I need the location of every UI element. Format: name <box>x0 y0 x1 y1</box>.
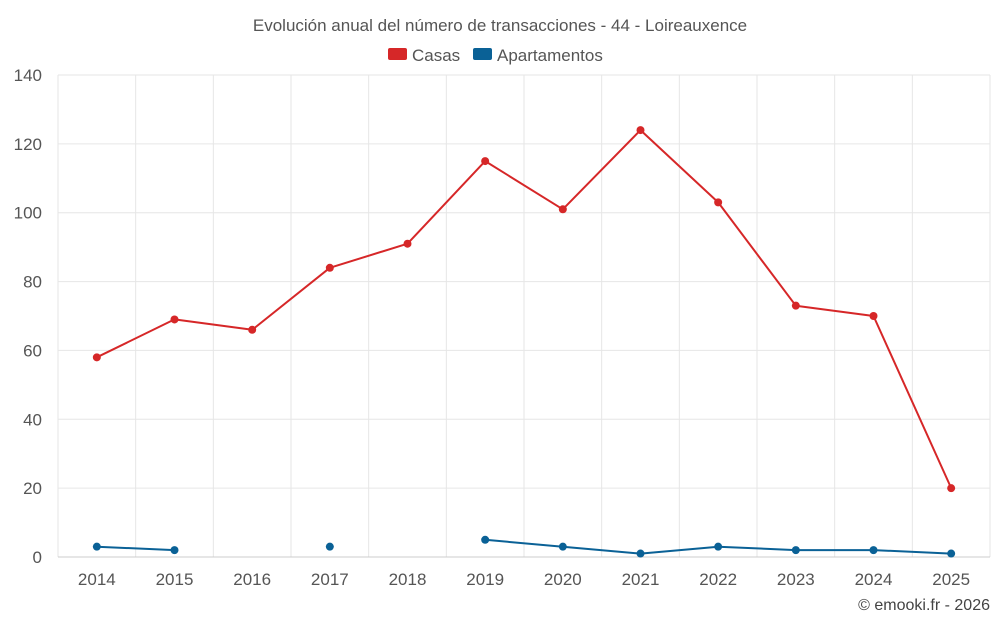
data-point-casas-2015[interactable] <box>170 315 179 324</box>
data-point-apartamentos-2020[interactable] <box>558 542 567 551</box>
data-point-apartamentos-2022[interactable] <box>714 542 723 551</box>
data-point-casas-2018[interactable] <box>403 239 412 248</box>
legend-label-apartamentos[interactable]: Apartamentos <box>497 46 603 65</box>
x-tick-label: 2024 <box>855 570 893 589</box>
y-tick-label: 100 <box>14 204 42 223</box>
x-tick-label: 2025 <box>932 570 970 589</box>
data-point-apartamentos-2015[interactable] <box>170 546 179 555</box>
x-axis: 2014 2015 2016 2017 2018 2019 2020 2021 2022 2023… <box>58 556 990 589</box>
series-line-casas <box>96 129 953 489</box>
legend-label-casas[interactable]: Casas <box>412 46 460 65</box>
data-point-casas-2021[interactable] <box>636 126 645 135</box>
x-tick-label: 2022 <box>699 570 737 589</box>
x-tick-label: 2023 <box>777 570 815 589</box>
series <box>92 126 956 558</box>
data-point-casas-2014[interactable] <box>92 353 101 362</box>
x-tick-label: 2021 <box>622 570 660 589</box>
credit-text: © emooki.fr - 2026 <box>858 597 990 614</box>
x-tick-label: 2017 <box>311 570 349 589</box>
legend-swatch-casas[interactable] <box>388 48 407 60</box>
data-point-casas-2016[interactable] <box>248 325 257 334</box>
y-tick-label: 140 <box>14 66 42 85</box>
y-tick-label: 40 <box>23 410 42 429</box>
x-tick-label: 2016 <box>233 570 271 589</box>
data-point-casas-2017[interactable] <box>325 263 334 272</box>
data-point-apartamentos-2025[interactable] <box>947 549 956 558</box>
series-casas <box>92 126 956 493</box>
data-point-apartamentos-2017[interactable] <box>325 542 334 551</box>
series-line-apartamentos <box>96 545 175 552</box>
y-tick-label: 20 <box>23 479 42 498</box>
data-point-apartamentos-2014[interactable] <box>92 542 101 551</box>
data-point-apartamentos-2021[interactable] <box>636 549 645 558</box>
x-tick-label: 2019 <box>466 570 504 589</box>
x-tick-label: 2014 <box>78 570 116 589</box>
legend: Casas Apartamentos <box>388 46 603 65</box>
data-point-casas-2023[interactable] <box>791 301 800 310</box>
gridlines <box>57 74 991 557</box>
x-tick-label: 2018 <box>389 570 427 589</box>
x-tick-label: 2015 <box>156 570 194 589</box>
y-tick-label: 80 <box>23 273 42 292</box>
x-tick-label: 2020 <box>544 570 582 589</box>
chart-title: Evolución anual del número de transaccio… <box>253 16 747 35</box>
data-point-casas-2025[interactable] <box>947 484 956 493</box>
data-point-casas-2022[interactable] <box>714 198 723 207</box>
data-point-casas-2019[interactable] <box>481 157 490 166</box>
data-point-casas-2020[interactable] <box>558 205 567 214</box>
data-point-casas-2024[interactable] <box>869 312 878 320</box>
y-tick-label: 60 <box>23 341 42 360</box>
y-tick-label: 0 <box>33 548 42 567</box>
legend-swatch-apartamentos[interactable] <box>473 48 492 60</box>
series-apartamentos <box>92 535 956 558</box>
data-point-apartamentos-2023[interactable] <box>791 546 800 555</box>
y-axis: 0 20 40 60 80 100 120 140 <box>14 66 42 567</box>
data-point-apartamentos-2019[interactable] <box>481 535 490 544</box>
y-tick-label: 120 <box>14 135 42 154</box>
data-point-apartamentos-2024[interactable] <box>869 546 878 555</box>
